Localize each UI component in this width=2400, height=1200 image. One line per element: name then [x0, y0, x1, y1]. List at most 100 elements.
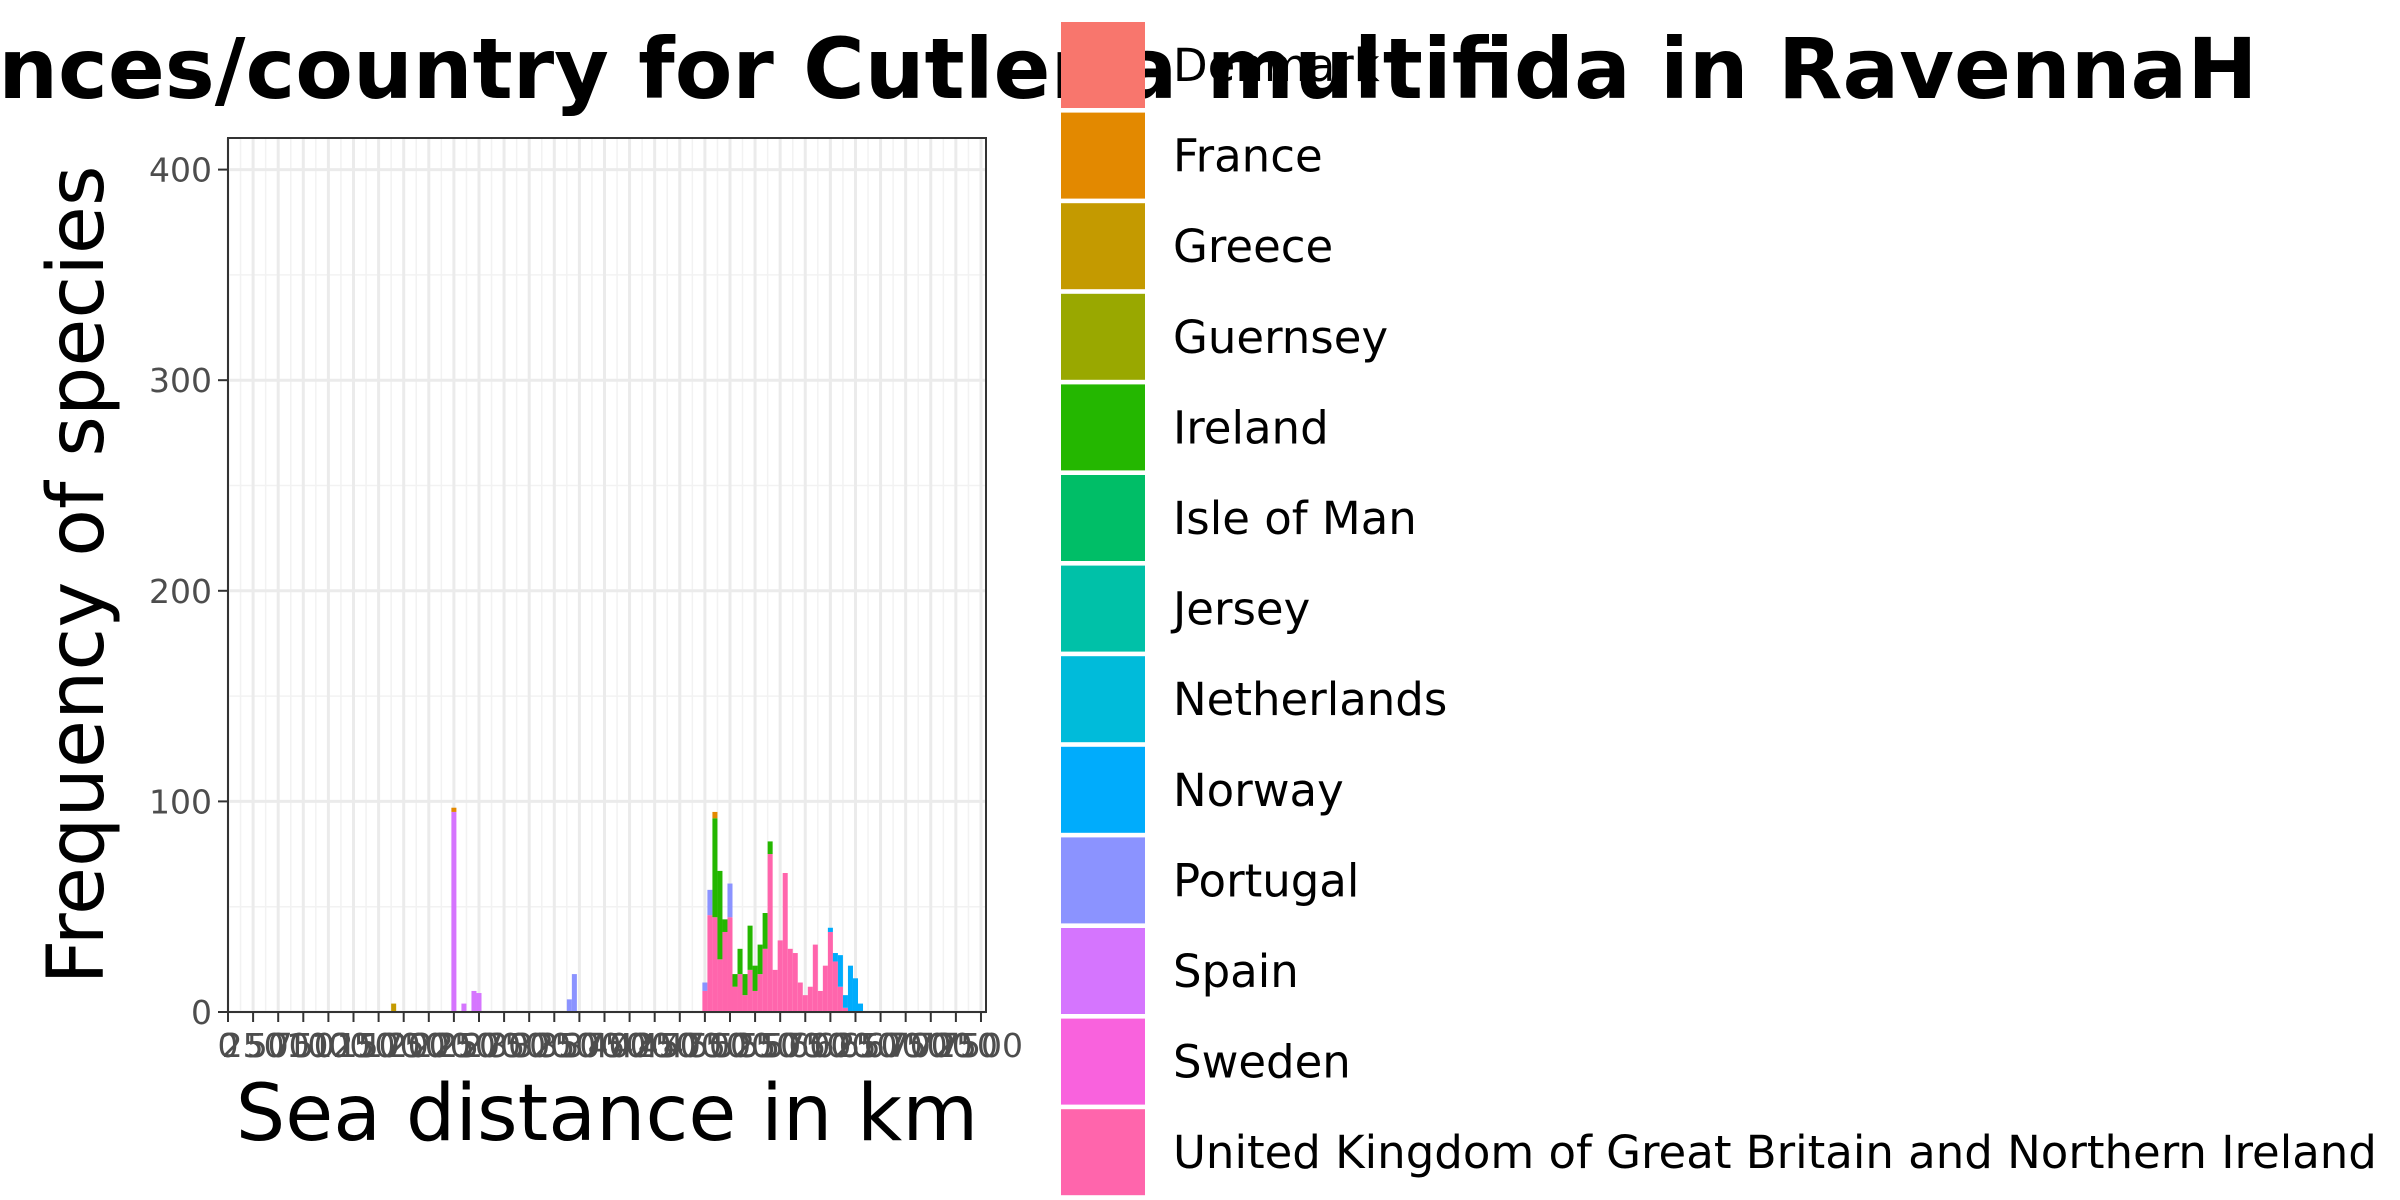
bar-segment [702, 982, 708, 991]
bar-segment [797, 982, 803, 1012]
x-tick-label: 7500 [939, 1026, 1023, 1065]
x-tick-label: 750 [272, 1026, 335, 1065]
bar-segment [827, 927, 833, 932]
x-tick-label: 6500 [839, 1026, 923, 1065]
x-tick-label: 4000 [588, 1026, 672, 1065]
bar-segment [827, 931, 833, 1012]
x-tick-label: 3750 [562, 1026, 646, 1065]
legend-label: Guernsey [1173, 311, 1388, 364]
x-tick-label: 2000 [387, 1026, 471, 1065]
legend-key [1061, 837, 1145, 924]
legend-item: Jersey [1061, 565, 1310, 652]
bar-segment [737, 974, 743, 1012]
bar-segment [762, 948, 768, 1012]
bar-segment [787, 948, 793, 1012]
x-tick-label: 1500 [337, 1026, 421, 1065]
y-axis: 0 100 200 300 400 [149, 151, 228, 1032]
x-tick-label: 6000 [788, 1026, 872, 1065]
bar-segment [792, 953, 798, 1012]
legend-key [1061, 746, 1145, 833]
bar-segment [702, 990, 708, 1012]
x-tick-label: 3250 [512, 1026, 596, 1065]
legend-key [1061, 475, 1145, 561]
bar-segment [757, 944, 763, 975]
bar-segment [767, 854, 773, 1012]
legend-item: Spain [1061, 928, 1299, 1014]
bar-segment [722, 931, 728, 1012]
x-tick-label: 7000 [889, 1026, 973, 1065]
bar-segment [461, 1003, 467, 1012]
legend-label: Spain [1173, 945, 1299, 998]
y-tick-label: 100 [149, 782, 212, 821]
x-tick-label: 1250 [312, 1026, 396, 1065]
legend-key [1061, 203, 1145, 290]
legend-label: Sweden [1173, 1036, 1351, 1089]
bar-segment [476, 993, 482, 1012]
bar-segment [717, 959, 723, 1012]
legend-label: France [1173, 130, 1323, 183]
bar-segment [727, 917, 733, 1012]
y-axis-title: Frequency of species [32, 165, 122, 984]
bar-segment [747, 925, 753, 970]
legend-item: Sweden [1061, 1018, 1351, 1105]
legend-label: Greece [1173, 220, 1333, 273]
legend-key [1061, 656, 1145, 743]
y-tick-label: 300 [149, 361, 212, 400]
legend-item: Ireland [1061, 384, 1329, 471]
y-tick-label: 400 [149, 151, 212, 190]
bar-segment [812, 944, 818, 1012]
bar-segment [712, 811, 718, 819]
legend-label: Norway [1173, 764, 1344, 817]
x-tick-label: 250 [222, 1026, 285, 1065]
bar-segment [732, 974, 738, 987]
legend: Denmark France Greece Guernsey Ireland Isle o… [1061, 22, 2377, 1196]
bar-segment [742, 974, 748, 996]
bar-segment [712, 818, 718, 918]
y-tick-label: 0 [191, 993, 212, 1032]
x-tick-label: 7250 [914, 1026, 998, 1065]
legend-item: Portugal [1061, 837, 1359, 924]
bar-segment [837, 986, 843, 1012]
legend-item: Isle of Man [1061, 475, 1417, 561]
bar-segment [712, 917, 718, 1012]
bar-segment [847, 965, 853, 1012]
bar-segment [752, 990, 758, 1012]
x-tick-label: 6250 [813, 1026, 897, 1065]
bar-segment [832, 953, 838, 962]
bar-segment [707, 915, 713, 1012]
bar-segment [566, 999, 572, 1012]
legend-item: Norway [1061, 746, 1344, 833]
legend-item: United Kingdom of Great Britain and Nort… [1061, 1109, 2377, 1196]
bar-segment [822, 965, 828, 1012]
legend-label: Ireland [1173, 401, 1329, 454]
bar-segment [747, 969, 753, 1012]
legend-label: United Kingdom of Great Britain and Nort… [1173, 1126, 2377, 1179]
bar-segment [842, 995, 848, 1008]
bar-segment [837, 955, 843, 987]
bar-segment [777, 940, 783, 1012]
bar-segment [571, 974, 577, 1012]
legend-key [1061, 384, 1145, 471]
legend-key [1061, 928, 1145, 1014]
x-tick-label: 3500 [537, 1026, 621, 1065]
bar-segment [802, 995, 808, 1012]
y-tick-label: 200 [149, 572, 212, 611]
legend-label: Isle of Man [1173, 492, 1417, 545]
legend-item: France [1061, 112, 1323, 199]
legend-label: Denmark [1173, 39, 1380, 92]
bar-segment [772, 969, 778, 1012]
legend-key [1061, 565, 1145, 652]
x-tick-label: 5250 [713, 1026, 797, 1065]
bar-segment [742, 995, 748, 1012]
x-tick-label: 2500 [437, 1026, 521, 1065]
legend-item: Greece [1061, 203, 1333, 290]
bar-segment [391, 1003, 397, 1012]
bar-segment [752, 965, 758, 991]
bar-segment [717, 870, 723, 960]
legend-key [1061, 112, 1145, 199]
bar-segment [842, 1007, 848, 1012]
x-axis: 0250500750100012501500175020002250250027… [218, 1012, 1023, 1065]
bar-segment [817, 990, 823, 1012]
x-tick-label: 5750 [763, 1026, 847, 1065]
